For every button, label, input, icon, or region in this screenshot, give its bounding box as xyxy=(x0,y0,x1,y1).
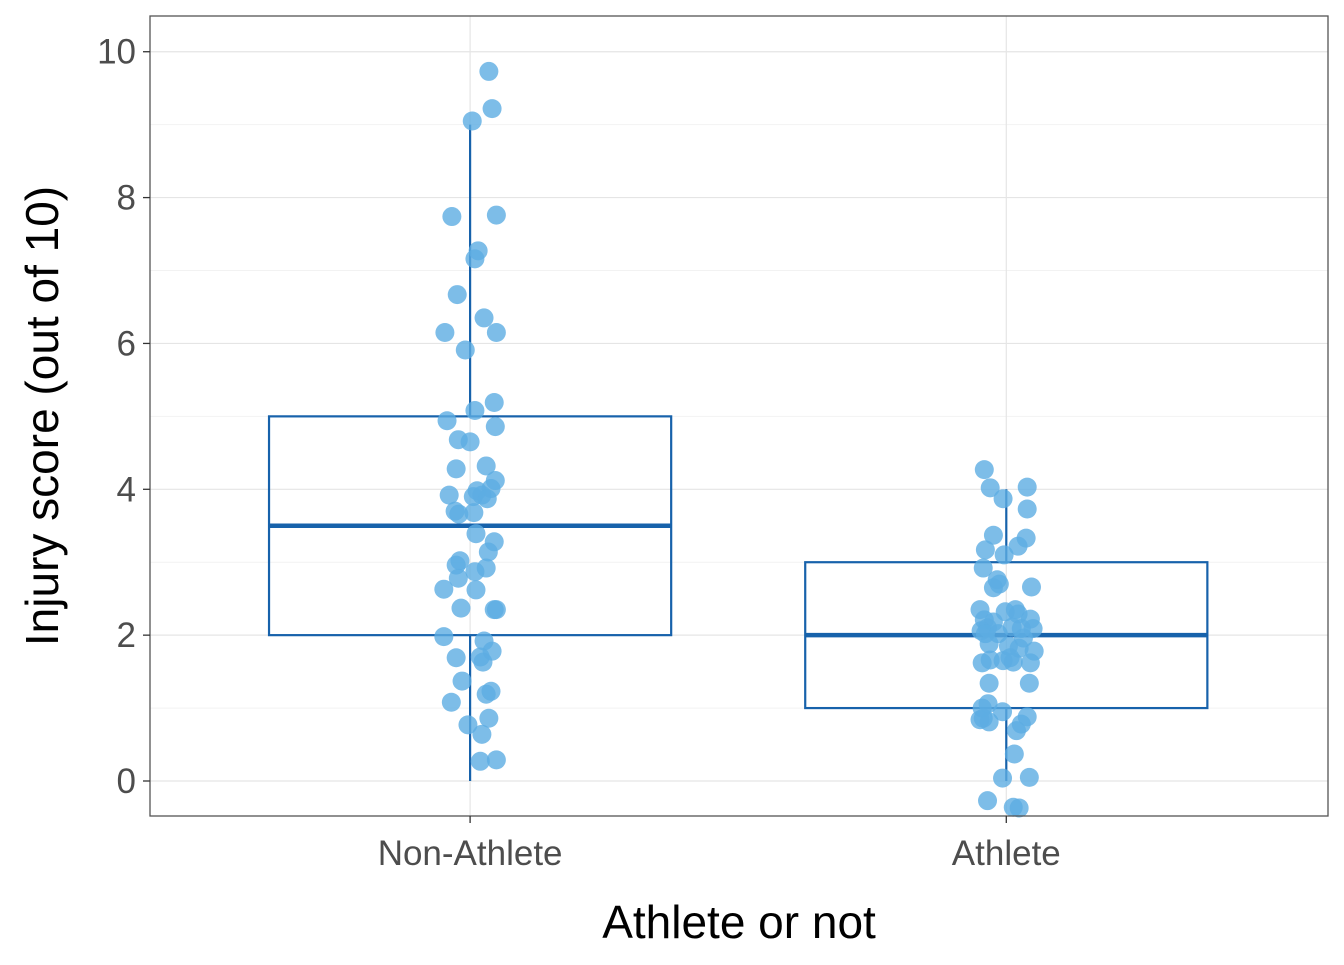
data-point xyxy=(464,503,484,523)
data-point xyxy=(1009,798,1029,818)
data-point xyxy=(486,205,506,225)
y-tick-label: 4 xyxy=(117,470,136,509)
data-point xyxy=(439,485,459,505)
data-point xyxy=(446,648,466,668)
data-point xyxy=(484,393,504,413)
data-point xyxy=(973,708,993,728)
data-point xyxy=(1016,528,1036,548)
data-point xyxy=(446,459,466,479)
data-point xyxy=(983,525,1003,545)
data-point xyxy=(1019,767,1039,787)
data-point xyxy=(1017,477,1037,497)
data-point xyxy=(486,600,506,620)
data-point xyxy=(465,401,485,421)
data-point xyxy=(466,580,486,600)
data-point xyxy=(975,540,995,560)
data-points xyxy=(434,61,1044,818)
data-point xyxy=(1006,721,1026,741)
x-axis-title: Athlete or not xyxy=(602,896,876,948)
x-tick-label: Athlete xyxy=(952,834,1061,873)
data-point xyxy=(448,568,468,588)
data-point xyxy=(437,411,457,431)
data-point xyxy=(993,768,1013,788)
data-point xyxy=(434,579,454,599)
y-axis-title: Injury score (out of 10) xyxy=(16,186,68,646)
data-point xyxy=(1017,499,1037,519)
data-point xyxy=(470,751,490,771)
data-point xyxy=(441,692,461,712)
data-point xyxy=(486,750,506,770)
data-point xyxy=(1021,577,1041,597)
data-point xyxy=(449,504,469,524)
data-point xyxy=(993,702,1013,722)
data-point xyxy=(972,653,992,673)
data-point xyxy=(482,99,502,119)
x-tick-label: Non-Athlete xyxy=(378,834,563,873)
data-point xyxy=(1000,648,1020,668)
data-point xyxy=(486,322,506,342)
data-point xyxy=(473,652,493,672)
data-point xyxy=(1020,653,1040,673)
data-point xyxy=(465,249,485,269)
data-point xyxy=(978,791,998,811)
data-point xyxy=(476,456,496,476)
data-point xyxy=(458,715,478,735)
y-tick-label: 2 xyxy=(117,616,136,655)
data-point xyxy=(1019,673,1039,693)
data-point xyxy=(477,489,497,509)
data-point xyxy=(994,545,1014,565)
data-point xyxy=(447,285,467,305)
y-tick-label: 8 xyxy=(117,179,136,218)
data-point xyxy=(973,558,993,578)
data-point xyxy=(435,322,455,342)
data-point xyxy=(474,308,494,328)
data-point xyxy=(451,598,471,618)
data-point xyxy=(465,562,485,582)
data-point xyxy=(993,489,1013,509)
panel-frame xyxy=(149,15,1329,817)
data-point xyxy=(479,61,499,81)
data-point xyxy=(442,207,462,227)
data-point xyxy=(979,673,999,693)
y-tick-label: 0 xyxy=(117,762,136,801)
data-point xyxy=(485,417,505,437)
data-point xyxy=(462,111,482,131)
data-point xyxy=(1004,744,1024,764)
data-point xyxy=(481,681,501,701)
data-point xyxy=(974,460,994,480)
data-point xyxy=(460,432,480,452)
data-point xyxy=(983,578,1003,598)
data-point xyxy=(479,708,499,728)
boxes xyxy=(267,124,1209,781)
y-tick-label: 6 xyxy=(117,324,136,363)
data-point xyxy=(979,634,999,654)
data-point xyxy=(478,542,498,562)
x-axis-ticks: Non-Athlete Athlete xyxy=(378,816,1061,873)
data-point xyxy=(466,524,486,544)
y-tick-label: 10 xyxy=(97,33,136,72)
data-point xyxy=(455,340,475,360)
data-point xyxy=(980,478,1000,498)
data-point xyxy=(434,627,454,647)
y-axis-ticks: 0 2 4 6 8 10 xyxy=(97,33,150,801)
data-point xyxy=(472,724,492,744)
data-point xyxy=(452,671,472,691)
